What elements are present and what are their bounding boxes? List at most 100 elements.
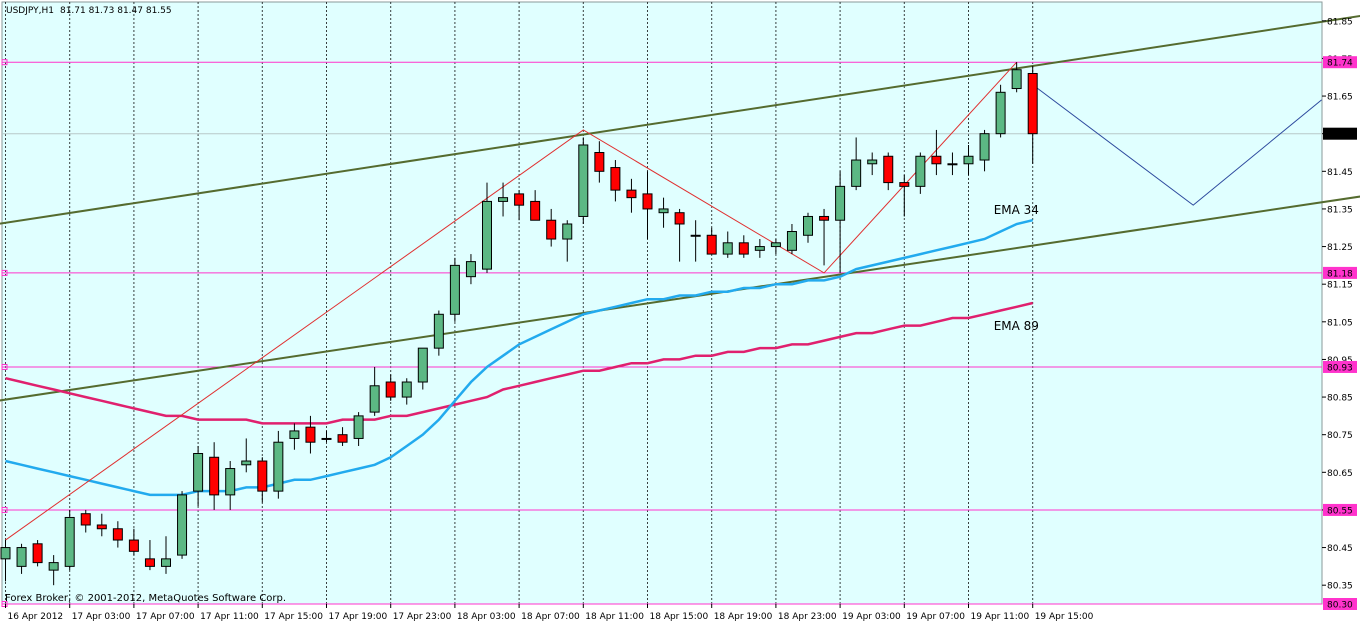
y-tick-label: 81.65	[1327, 93, 1353, 103]
candle	[225, 461, 236, 510]
candle-body	[112, 528, 123, 541]
candle-body	[225, 468, 236, 496]
candle-body	[0, 547, 11, 560]
candle-body	[177, 494, 188, 556]
candle	[803, 212, 813, 243]
candle	[915, 152, 926, 194]
y-tick-label: 80.85	[1327, 394, 1353, 404]
y-tick-label: 81.45	[1327, 168, 1353, 178]
candle	[642, 171, 653, 240]
candle-body	[385, 381, 396, 398]
candle-body	[754, 246, 765, 251]
channel-line	[0, 14, 1360, 225]
candle-body	[498, 197, 509, 202]
candle	[465, 254, 476, 285]
candle-body	[449, 264, 460, 315]
x-tick-label: 19 Apr 03:00	[842, 612, 901, 622]
level-price-box	[1323, 598, 1357, 610]
candle	[995, 84, 1006, 138]
candle	[417, 347, 428, 390]
candle	[161, 536, 171, 574]
candle	[80, 509, 91, 533]
candle	[819, 208, 830, 266]
candle	[514, 190, 525, 221]
candle	[112, 521, 123, 548]
candle	[851, 137, 862, 191]
candle-body	[401, 381, 412, 398]
candle	[963, 144, 974, 176]
candle	[690, 220, 701, 262]
candle-body	[770, 242, 781, 248]
candle-body	[161, 558, 171, 567]
candle	[867, 152, 878, 176]
candle	[1027, 65, 1038, 164]
candle-body	[819, 215, 830, 221]
candle	[754, 239, 765, 258]
y-tick-label: 81.15	[1327, 281, 1353, 291]
symbol-label: USDJPY,H1	[6, 6, 54, 16]
candle-body	[626, 189, 637, 199]
level-price-label: 80.93	[1327, 363, 1353, 373]
level-price-label: 80.55	[1327, 506, 1353, 516]
y-tick-label: 81.25	[1327, 243, 1353, 253]
candle	[0, 540, 11, 582]
price-axis: 81.8581.7581.6581.5581.4581.3581.2581.15…	[1322, 17, 1357, 611]
level-anchor	[1, 363, 8, 370]
level-price-label: 80.30	[1327, 601, 1353, 611]
x-tick-label: 18 Apr 23:00	[778, 612, 837, 622]
x-tick-label: 17 Apr 11:00	[200, 612, 259, 622]
candle-body	[915, 155, 926, 187]
candle-body	[465, 261, 476, 278]
candle	[257, 457, 268, 503]
candle	[16, 543, 27, 574]
candle	[546, 208, 557, 247]
plot-area[interactable]	[1, 1, 1323, 605]
candle-body	[433, 313, 444, 349]
level-price-box	[1323, 360, 1357, 373]
candle-body	[738, 242, 749, 255]
candle	[979, 129, 990, 172]
candle-body	[1011, 69, 1022, 90]
candle-body	[482, 200, 492, 270]
ema-label: EMA 34	[994, 203, 1039, 217]
candle-body	[48, 562, 59, 571]
ema-label: EMA 89	[994, 319, 1039, 333]
candle	[177, 491, 188, 559]
level-anchor	[1, 601, 8, 607]
ema-labels: EMA 34 EMA 89	[994, 203, 1039, 333]
x-tick-label: 18 Apr 19:00	[714, 612, 773, 622]
candle-body	[610, 167, 621, 191]
x-tick-label: 18 Apr 03:00	[457, 612, 516, 622]
candle	[369, 366, 380, 416]
level-anchor	[1, 269, 8, 276]
candle	[835, 171, 846, 273]
current-price-box	[1323, 127, 1357, 140]
candle	[738, 235, 749, 258]
candle-body	[16, 547, 27, 567]
ema-lines	[5, 218, 1033, 497]
x-tick-label: 17 Apr 03:00	[72, 612, 131, 622]
candle-body	[369, 385, 380, 413]
candle-body	[96, 524, 107, 530]
candle-body	[273, 441, 284, 492]
candle-body	[947, 163, 958, 166]
y-tick-label: 80.95	[1327, 356, 1353, 366]
candle	[578, 137, 589, 224]
candle-body	[144, 558, 155, 567]
level-price-label: 81.74	[1327, 59, 1353, 69]
candle	[337, 427, 348, 446]
x-tick-label: 18 Apr 15:00	[650, 612, 709, 622]
x-tick-label: 16 Apr 2012	[8, 612, 64, 622]
candle	[289, 423, 300, 450]
candle-body	[786, 231, 797, 251]
candle	[883, 152, 894, 191]
x-tick-label: 19 Apr 11:00	[971, 612, 1030, 622]
candle	[1011, 62, 1022, 93]
candle	[193, 445, 204, 507]
candle	[530, 190, 541, 221]
candle-body	[257, 460, 268, 492]
candle-body	[594, 152, 605, 172]
candle-body	[722, 242, 733, 255]
candle-body	[674, 212, 685, 225]
